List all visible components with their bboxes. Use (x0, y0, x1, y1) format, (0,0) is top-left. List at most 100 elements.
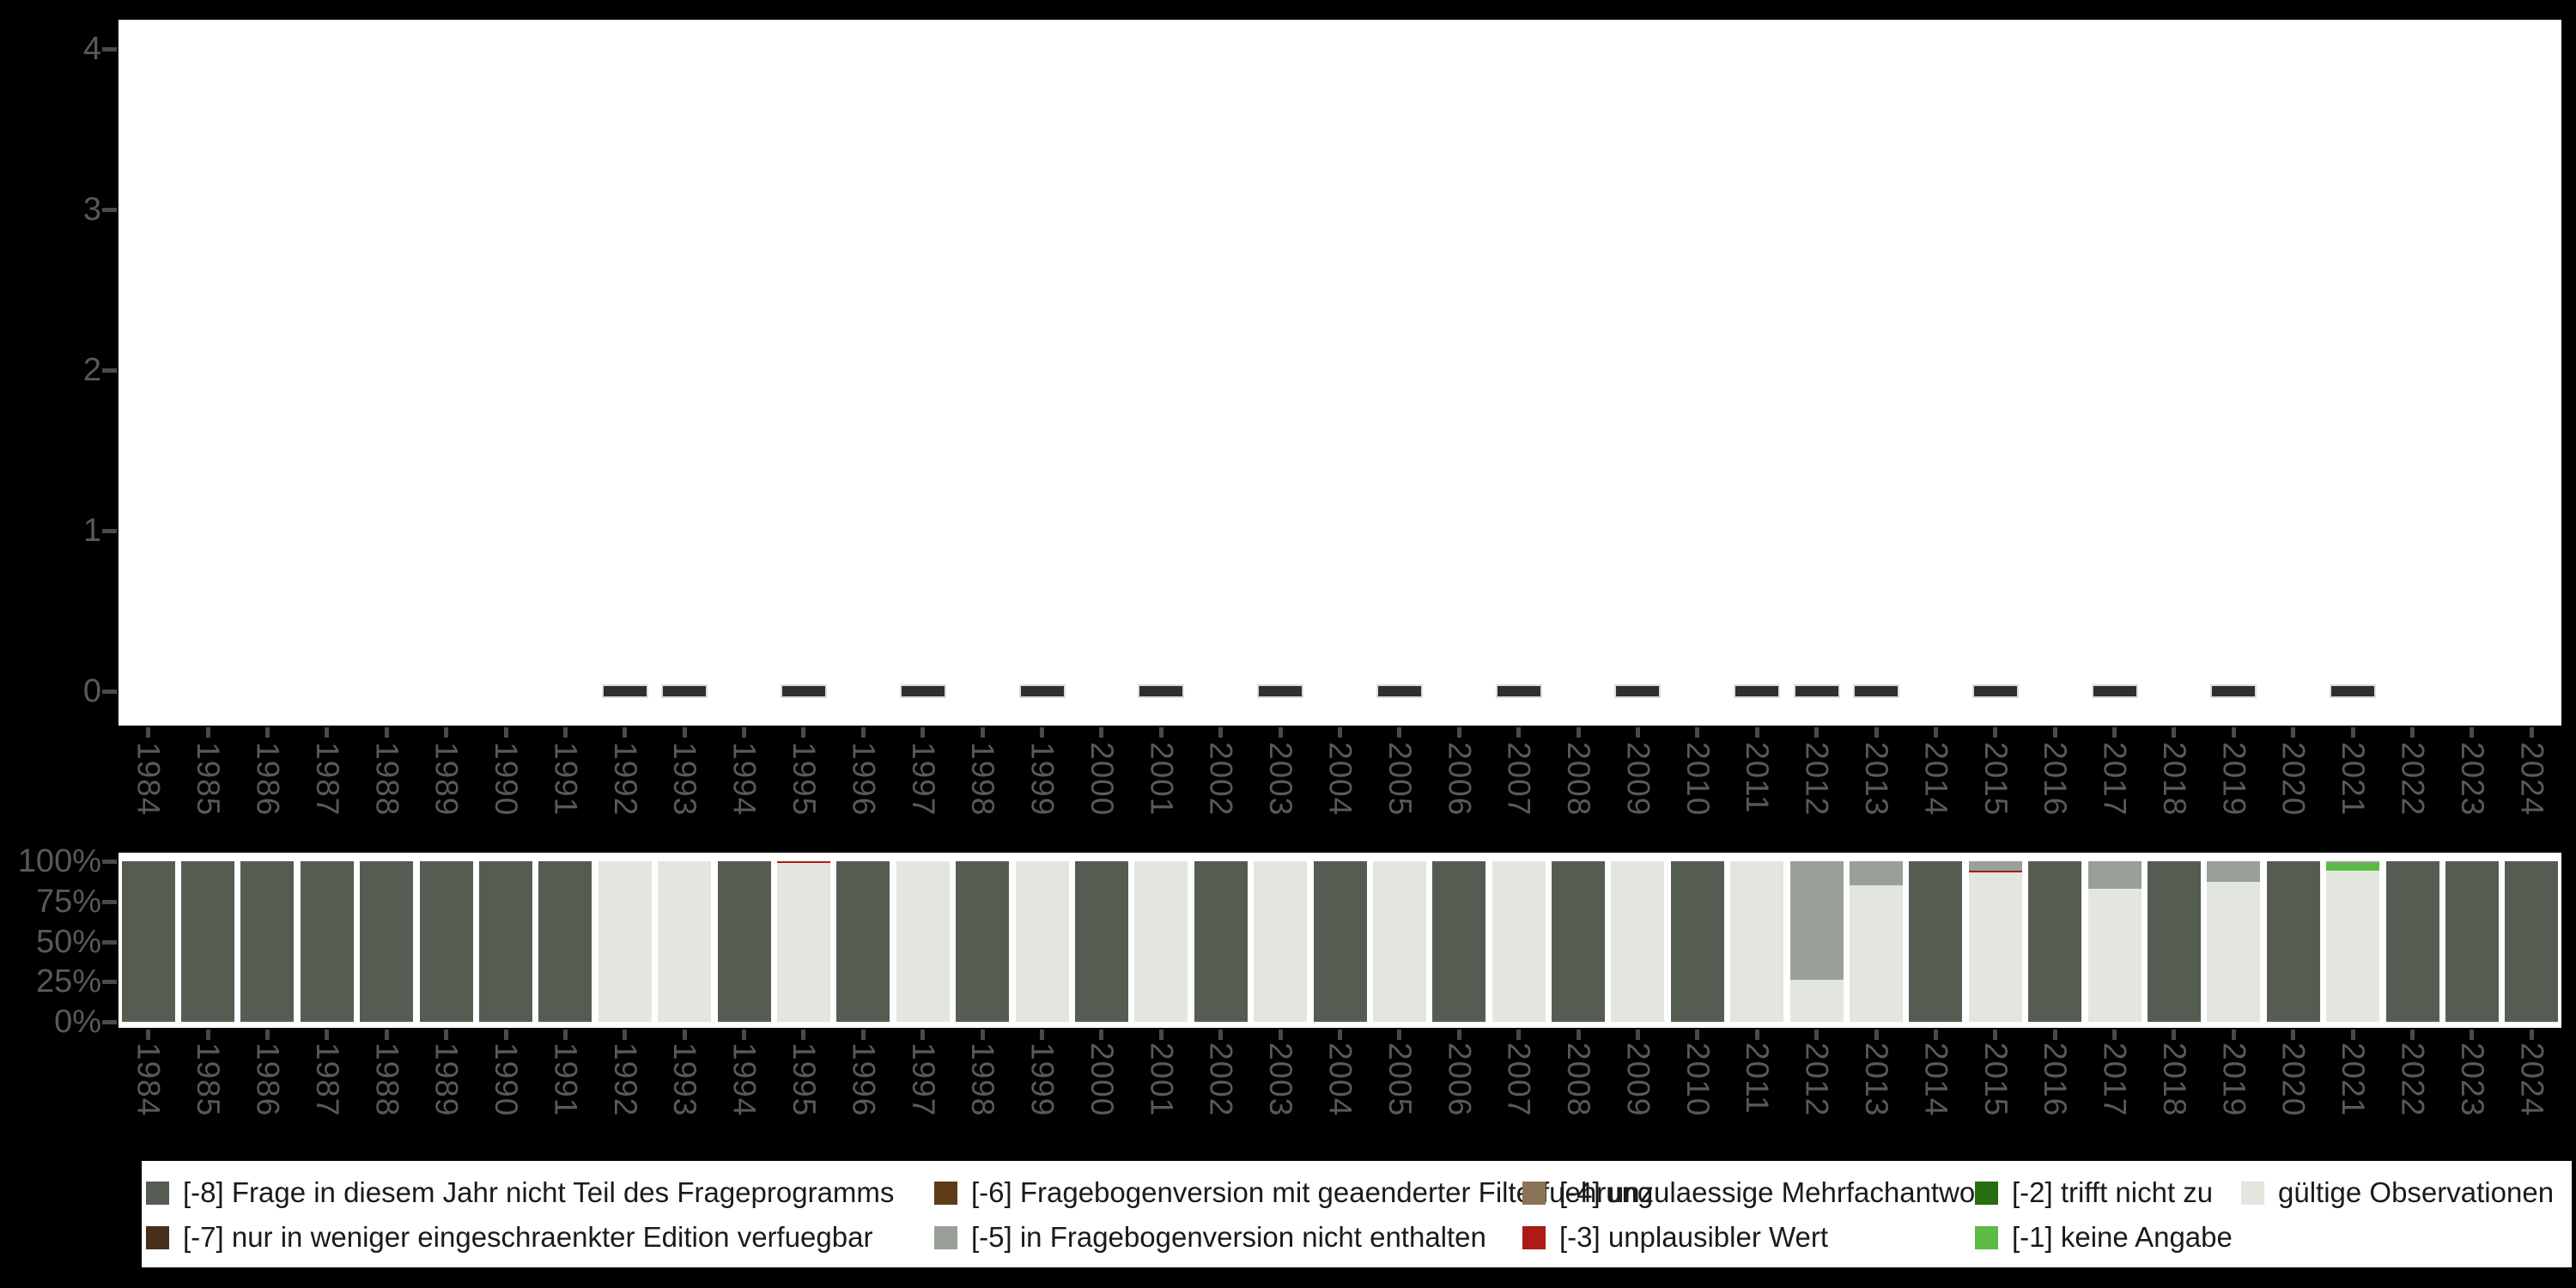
stacked-bar-2010 (1671, 861, 1724, 1022)
stacked-bar-2017 (2088, 861, 2142, 1022)
bottom-ytick-mark (102, 860, 117, 864)
bar-segment-na8 (2028, 861, 2081, 1022)
legend-swatch-na4 (1522, 1182, 1546, 1205)
mean-dash-marker (1257, 684, 1303, 698)
x-axis-tick (1577, 727, 1581, 738)
legend-swatch-na2 (1975, 1182, 1998, 1205)
stacked-bar-2019 (2207, 861, 2260, 1022)
stacked-bar-2008 (1552, 861, 1605, 1022)
bar-segment-valid (1611, 861, 1664, 1022)
bar-segment-na5 (2207, 861, 2260, 882)
x-axis-tick (683, 1030, 687, 1040)
stacked-bar-2018 (2148, 861, 2201, 1022)
bar-segment-na8 (538, 861, 592, 1022)
x-axis-tick (2291, 1030, 2295, 1040)
x-axis-tick (2410, 727, 2415, 738)
bar-segment-valid (1373, 861, 1426, 1022)
bar-segment-na8 (240, 861, 294, 1022)
top-ytick-label: 3 (7, 189, 101, 230)
x-axis-tick (385, 1030, 389, 1040)
top-ytick-mark (102, 690, 117, 694)
x-axis-tick (1874, 1030, 1879, 1040)
x-axis-tick (1516, 727, 1521, 738)
x-axis-tick (325, 1030, 329, 1040)
legend-label-na4: [-4] unzulaessige Mehrfachantwort (1559, 1176, 1992, 1209)
bottom-ytick-mark (102, 1020, 117, 1024)
x-axis-tick (742, 727, 746, 738)
x-axis-tick (1040, 727, 1044, 738)
bar-segment-valid (777, 863, 830, 1022)
x-axis-year-label: 2024 (2480, 742, 2576, 820)
x-axis-tick (563, 727, 568, 738)
mean-dash-marker (1496, 684, 1542, 698)
bar-segment-na8 (122, 861, 175, 1022)
bottom-ytick-label: 75% (7, 881, 101, 922)
x-axis-tick (2470, 727, 2474, 738)
x-axis-tick (1218, 727, 1223, 738)
bar-segment-valid (658, 861, 711, 1022)
x-axis-tick (2470, 1030, 2474, 1040)
mean-dash-marker (1734, 684, 1780, 698)
bar-segment-na8 (956, 861, 1009, 1022)
bar-segment-na8 (1314, 861, 1367, 1022)
x-axis-tick (1636, 1030, 1640, 1040)
bar-segment-na8 (360, 861, 413, 1022)
bar-segment-valid (1254, 861, 1307, 1022)
x-axis-tick (2172, 727, 2176, 738)
x-axis-tick (2112, 727, 2117, 738)
bar-segment-na8 (836, 861, 890, 1022)
mean-dash-marker (1853, 684, 1899, 698)
legend-item-na2: [-2] trifft nicht zu (1975, 1174, 2213, 1212)
legend-swatch-na7 (146, 1226, 169, 1249)
legend: [-8] Frage in diesem Jahr nicht Teil des… (142, 1161, 2572, 1267)
bar-segment-valid (1730, 861, 1783, 1022)
stacked-bar-2021 (2326, 861, 2379, 1022)
x-axis-tick (1993, 1030, 1997, 1040)
stacked-bar-2022 (2386, 861, 2439, 1022)
mean-dash-marker (900, 684, 946, 698)
stacked-bar-2012 (1790, 861, 1844, 1022)
x-axis-year-label: 2024 (2480, 1042, 2576, 1121)
bar-segment-na5 (2088, 861, 2142, 889)
x-axis-tick (2112, 1030, 2117, 1040)
x-axis-tick (2291, 727, 2295, 738)
x-axis-tick (1755, 1030, 1759, 1040)
stacked-bar-2005 (1373, 861, 1426, 1022)
bar-segment-na8 (2386, 861, 2439, 1022)
bar-segment-na5 (1790, 861, 1844, 980)
bottom-ytick-mark (102, 900, 117, 904)
stacked-bar-1991 (538, 861, 592, 1022)
x-axis-tick (385, 727, 389, 738)
bottom-ytick-label: 100% (7, 841, 101, 882)
stacked-bar-2002 (1194, 861, 1248, 1022)
bottom-ytick-mark (102, 980, 117, 984)
x-axis-tick (742, 1030, 746, 1040)
bar-segment-na8 (1671, 861, 1724, 1022)
bottom-ytick-label: 50% (7, 921, 101, 963)
x-axis-tick (1397, 727, 1401, 738)
top-plot-area (118, 20, 2561, 726)
x-axis-tick (1577, 1030, 1581, 1040)
mean-dash-marker (2092, 684, 2138, 698)
stacked-bar-1989 (420, 861, 473, 1022)
stacked-bar-2024 (2505, 861, 2558, 1022)
top-ytick-label: 1 (7, 510, 101, 551)
x-axis-tick (2053, 1030, 2057, 1040)
x-axis-tick (801, 727, 805, 738)
x-axis-tick (1755, 727, 1759, 738)
x-axis-tick (1099, 1030, 1103, 1040)
stacked-bar-1994 (718, 861, 771, 1022)
bottom-ytick-label: 25% (7, 961, 101, 1002)
x-axis-tick (1457, 1030, 1461, 1040)
top-ytick-mark (102, 529, 117, 533)
stacked-bar-2007 (1492, 861, 1546, 1022)
x-axis-year-text: 2024 (2513, 1042, 2549, 1116)
x-axis-tick (1159, 727, 1163, 738)
legend-item-na8: [-8] Frage in diesem Jahr nicht Teil des… (146, 1174, 894, 1212)
x-axis-tick (1934, 727, 1938, 738)
x-axis-tick (1516, 1030, 1521, 1040)
mean-dash-marker (661, 684, 708, 698)
x-axis-tick (920, 727, 925, 738)
stacked-bar-1986 (240, 861, 294, 1022)
x-axis-tick (1040, 1030, 1044, 1040)
